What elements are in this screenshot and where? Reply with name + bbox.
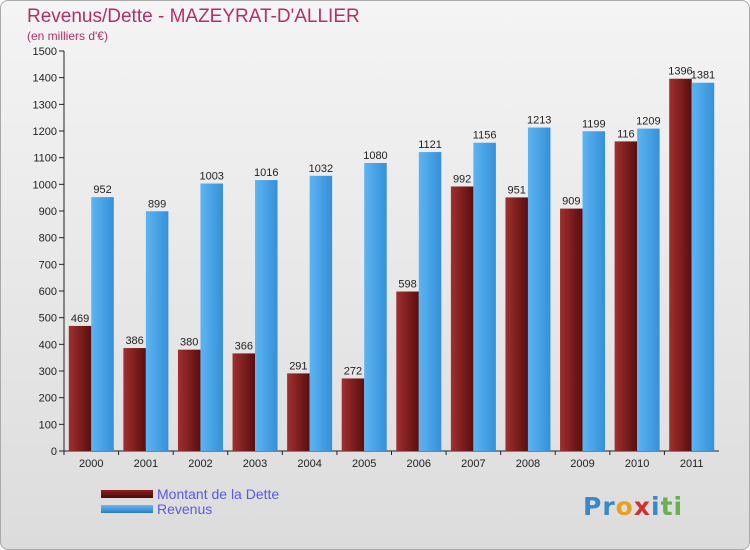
bar-dette — [560, 208, 583, 451]
bar-dette — [450, 186, 474, 451]
x-tick-label: 2010 — [625, 458, 649, 470]
value-label-dette: 1396 — [668, 66, 692, 78]
legend-swatch-dette — [101, 490, 153, 498]
value-label-revenus: 952 — [93, 184, 111, 196]
value-label-dette: 386 — [125, 335, 143, 347]
value-label-revenus: 1003 — [199, 171, 223, 183]
value-label-revenus: 1121 — [418, 139, 442, 151]
x-tick-label: 2000 — [79, 458, 103, 470]
logo-letter: r — [602, 492, 616, 521]
y-tick-label: 1200 — [33, 126, 57, 138]
x-tick-label: 2008 — [516, 458, 540, 470]
y-tick-label: 400 — [39, 339, 57, 351]
legend-label-dette: Montant de la Dette — [157, 486, 280, 502]
value-label-revenus: 1080 — [363, 150, 387, 162]
value-label-dette: 116 — [617, 128, 635, 140]
chart-title: Revenus/Dette - MAZEYRAT-D'ALLIER — [27, 6, 360, 27]
y-tick-label: 700 — [39, 259, 57, 271]
value-label-revenus: 899 — [148, 198, 166, 210]
bar-dette — [123, 348, 146, 451]
value-label-dette: 291 — [289, 360, 307, 372]
y-tick-label: 1300 — [33, 99, 57, 111]
chart-axes: 0 100 200 300 400 500 600 700 800 900 1000 1100 1200… — [33, 46, 719, 470]
y-tick-label: 900 — [39, 206, 57, 218]
value-label-revenus: 1032 — [309, 163, 333, 175]
y-tick-label: 1500 — [33, 46, 57, 58]
y-tick-label: 0 — [51, 446, 57, 458]
x-tick-label: 2007 — [461, 458, 485, 470]
x-tick-label: 2003 — [243, 458, 267, 470]
bar-revenus — [691, 82, 715, 451]
chart-bars — [68, 78, 715, 452]
bar-dette — [287, 373, 310, 451]
logo-letter: o — [615, 492, 634, 521]
value-label-revenus: 1156 — [473, 130, 497, 142]
chart-value-labels: 469 386 380 366 291 272 598 992 951 909 116 1396 952… — [71, 66, 715, 378]
x-tick-label: 2001 — [134, 458, 158, 470]
bar-dette — [614, 141, 638, 451]
bar-revenus — [582, 131, 606, 451]
bar-revenus — [637, 128, 660, 451]
value-label-dette: 366 — [235, 340, 253, 352]
bar-revenus — [309, 175, 333, 452]
bar-revenus — [255, 180, 278, 452]
y-tick-label: 1100 — [33, 153, 57, 165]
chart-subtitle: (en milliers d'€) — [27, 29, 108, 43]
logo-letter: P — [583, 492, 603, 521]
logo-letter: t — [660, 492, 674, 521]
y-tick-label: 600 — [39, 286, 57, 298]
y-tick-label: 1400 — [33, 73, 57, 85]
bar-dette — [68, 325, 92, 451]
bar-revenus — [364, 163, 387, 451]
bar-revenus — [200, 183, 223, 452]
x-tick-label: 2009 — [570, 458, 594, 470]
bar-dette — [669, 78, 692, 451]
bar-revenus — [418, 152, 442, 452]
legend-swatch-revenus — [101, 505, 153, 513]
value-label-dette: 598 — [398, 279, 416, 291]
x-tick-label: 2004 — [297, 458, 321, 470]
bar-revenus — [473, 142, 496, 451]
value-label-dette: 992 — [453, 173, 471, 185]
y-tick-label: 100 — [39, 419, 57, 431]
bar-revenus — [527, 127, 551, 452]
legend-label-revenus: Revenus — [157, 501, 213, 517]
value-label-revenus: 1199 — [582, 118, 606, 130]
y-tick-label: 200 — [39, 393, 57, 405]
logo-letter: x — [633, 492, 651, 521]
y-tick-label: 300 — [39, 366, 57, 378]
bar-dette — [505, 197, 528, 451]
value-label-dette: 469 — [71, 313, 89, 325]
value-label-dette: 909 — [562, 196, 580, 208]
x-tick-label: 2011 — [680, 458, 704, 470]
x-tick-label: 2006 — [407, 458, 431, 470]
value-label-revenus: 1381 — [691, 70, 715, 82]
value-label-dette: 380 — [180, 337, 198, 349]
x-tick-label: 2002 — [188, 458, 212, 470]
bar-dette — [177, 349, 201, 451]
proxiti-logo: Proxiti — [583, 492, 683, 521]
x-tick-label: 2005 — [352, 458, 376, 470]
bar-revenus — [91, 197, 114, 451]
value-label-revenus: 1213 — [527, 115, 551, 127]
value-label-revenus: 1209 — [636, 116, 660, 128]
bar-dette — [341, 378, 365, 451]
bar-dette — [232, 353, 256, 451]
logo-letter: i — [673, 492, 684, 521]
bar-revenus — [145, 211, 169, 451]
y-tick-label: 1000 — [33, 179, 57, 191]
bar-dette — [396, 291, 419, 451]
value-label-dette: 951 — [508, 184, 526, 196]
y-tick-label: 500 — [39, 313, 57, 325]
value-label-revenus: 1016 — [254, 167, 278, 179]
logo-letter: i — [651, 492, 661, 521]
y-tick-label: 800 — [39, 233, 57, 245]
value-label-dette: 272 — [344, 365, 362, 377]
